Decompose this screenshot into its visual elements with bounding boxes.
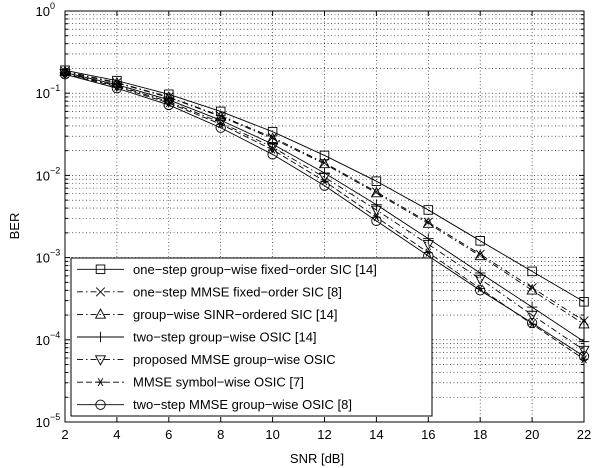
x-axis-label: SNR [dB] <box>290 451 344 466</box>
y-tick-label-exponent: −2 <box>50 165 60 175</box>
data-point <box>526 284 538 295</box>
y-tick-label: 10 −1 <box>36 83 61 101</box>
series-1 <box>60 65 589 307</box>
x-tick-label: 16 <box>421 427 435 442</box>
legend-label: one−step group−wise fixed−order SIC [14] <box>133 262 377 277</box>
legend-entry: proposed MMSE group−wise OSIC <box>77 352 336 367</box>
legend-marker <box>96 378 105 387</box>
x-tick-label: 22 <box>577 427 591 442</box>
legend-entry: one−step MMSE fixed−order SIC [8] <box>77 284 342 299</box>
y-tick-label-base: 10 <box>36 86 50 101</box>
y-axis-label: BER <box>7 213 22 240</box>
y-tick-label-base: 10 <box>36 4 50 19</box>
legend: one−step group−wise fixed−order SIC [14]… <box>70 257 433 417</box>
series-layer <box>59 65 590 364</box>
y-tick-label: 10 −3 <box>36 248 61 266</box>
y-tick-label: 10 −2 <box>36 165 61 183</box>
y-tick-label: 10 −4 <box>36 330 61 348</box>
data-point <box>163 99 174 111</box>
data-point <box>370 186 383 198</box>
y-tick-label-base: 10 <box>36 168 50 183</box>
series-line <box>64 69 585 303</box>
legend-label: two−step group−wise OSIC [14] <box>133 330 317 345</box>
y-tick-label-base: 10 <box>36 333 50 348</box>
data-point <box>423 217 433 227</box>
legend-marker <box>95 287 106 297</box>
data-point <box>422 240 434 251</box>
y-tick-label-exponent: −1 <box>50 83 60 93</box>
data-point <box>319 180 330 191</box>
data-point <box>475 249 485 259</box>
data-point <box>266 143 279 154</box>
data-point <box>370 205 383 217</box>
y-tick-label: 10 −5 <box>36 412 61 430</box>
series-7 <box>59 69 590 362</box>
data-point <box>474 274 486 286</box>
series-line <box>64 71 585 325</box>
y-tick-label-base: 10 <box>36 415 50 430</box>
x-tick-label: 4 <box>113 427 120 442</box>
legend-marker <box>94 308 107 319</box>
y-tick-label-exponent: −5 <box>50 412 60 422</box>
legend-entry: one−step group−wise fixed−order SIC [14] <box>77 262 377 277</box>
series-line <box>64 73 585 357</box>
data-point <box>371 199 382 211</box>
legend-entry: MMSE symbol−wise OSIC [7] <box>77 375 304 390</box>
data-point <box>111 83 123 94</box>
data-point <box>526 317 538 329</box>
data-point <box>527 266 537 277</box>
x-tick-label: 18 <box>473 427 487 442</box>
legend-entry: two−step group−wise OSIC [14] <box>77 330 317 345</box>
data-point <box>423 233 434 244</box>
x-tick-label: 12 <box>317 427 331 442</box>
legend-box <box>70 257 433 417</box>
data-point <box>526 301 538 313</box>
y-tick-label-exponent: −3 <box>50 248 60 258</box>
data-point <box>475 236 485 246</box>
legend-marker <box>95 399 106 410</box>
series-line <box>64 72 585 351</box>
x-tick-labels: 2 4 6 8 10 12 14 16 18 20 22 <box>61 427 591 442</box>
legend-label: one−step MMSE fixed−order SIC [8] <box>133 284 342 299</box>
data-point <box>475 285 486 296</box>
ticks <box>64 10 585 423</box>
x-tick-label: 2 <box>61 427 68 442</box>
legend-marker <box>95 331 106 343</box>
legend-marker <box>95 264 106 275</box>
data-point <box>215 122 226 133</box>
data-point <box>163 97 175 108</box>
legend-label: proposed MMSE group−wise OSIC <box>133 352 336 367</box>
legend-label: two−step MMSE group−wise OSIC [8] <box>133 397 352 412</box>
x-tick-label: 14 <box>369 427 383 442</box>
data-point <box>267 126 278 137</box>
data-point <box>474 267 486 279</box>
data-point <box>526 310 538 322</box>
legend-marker <box>94 355 107 366</box>
y-tick-label-exponent: −4 <box>50 330 60 340</box>
y-tick-label: 10 0 <box>36 1 55 19</box>
y-tick-label-base: 10 <box>36 251 50 266</box>
data-point <box>267 149 278 160</box>
x-tick-label: 10 <box>265 427 279 442</box>
data-point <box>422 217 434 228</box>
y-tick-label-exponent: 0 <box>50 1 55 11</box>
data-point <box>474 249 486 261</box>
legend-label: MMSE symbol−wise OSIC [7] <box>133 375 304 390</box>
x-tick-label: 8 <box>217 427 224 442</box>
x-tick-label: 6 <box>165 427 172 442</box>
data-point <box>423 205 434 215</box>
legend-entry: group−wise SINR−ordered SIC [14] <box>77 307 338 322</box>
legend-label: group−wise SINR−ordered SIC [14] <box>133 307 338 322</box>
x-tick-label: 20 <box>525 427 539 442</box>
data-point <box>371 215 382 226</box>
data-point <box>319 150 330 161</box>
data-point <box>371 176 382 186</box>
series-line <box>64 70 585 322</box>
legend-entry: two−step MMSE group−wise OSIC [8] <box>77 397 352 412</box>
